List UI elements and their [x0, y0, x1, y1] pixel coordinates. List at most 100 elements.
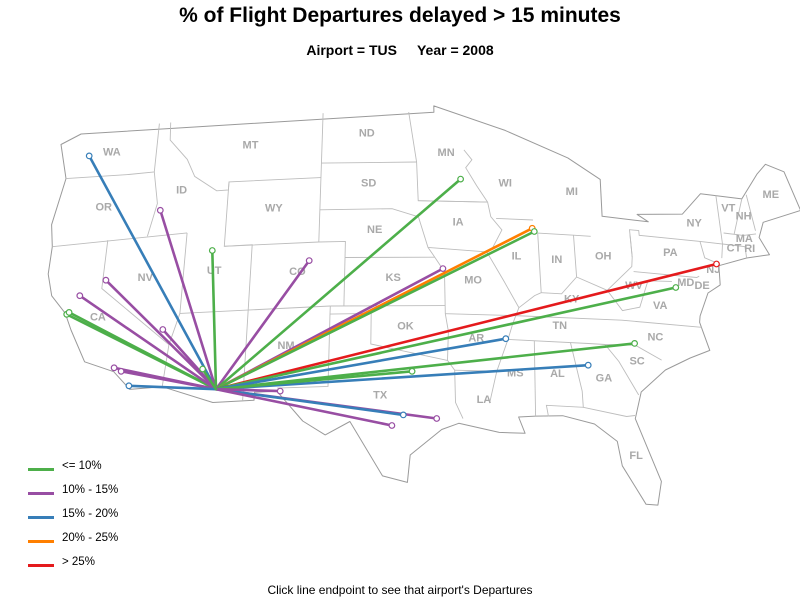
route-endpoint-21[interactable] [502, 335, 510, 343]
state-label-nv: NV [138, 272, 154, 284]
route-line-25 [214, 387, 394, 427]
route-endpoint-19[interactable] [631, 340, 638, 347]
state-border-41 [723, 232, 757, 236]
state-label-mo: MO [464, 275, 482, 287]
legend-label-20-25: 20% - 25% [62, 532, 119, 544]
route-endpoint-17[interactable] [713, 260, 720, 268]
state-border-3 [65, 171, 155, 180]
state-border-25 [496, 217, 534, 221]
legend-swatch-10-15 [28, 492, 54, 495]
state-label-ny: NY [687, 218, 703, 230]
state-label-id: ID [176, 184, 187, 196]
route-endpoint-7[interactable] [159, 326, 167, 333]
route-endpoint-16[interactable] [530, 228, 538, 235]
route-endpoint-9[interactable] [117, 367, 125, 375]
state-label-oh: OH [595, 251, 612, 263]
state-border-24 [463, 149, 488, 203]
legend-label-10-15: 10% - 15% [62, 484, 119, 496]
route-endpoint-6[interactable] [102, 276, 110, 284]
footer-note: Click line endpoint to see that airport'… [267, 583, 533, 597]
state-border-12 [319, 208, 419, 218]
state-label-il: IL [512, 250, 522, 262]
state-label-nc: NC [647, 332, 663, 344]
state-label-va: VA [653, 300, 668, 312]
state-border-20 [418, 200, 488, 203]
route-line-5 [78, 294, 218, 391]
state-label-sc: SC [629, 356, 644, 368]
route-line-7 [161, 328, 218, 391]
state-label-or: OR [95, 202, 112, 214]
state-border-11 [321, 161, 417, 164]
route-line-4 [67, 311, 218, 391]
route-endpoint-26[interactable] [276, 387, 284, 395]
route-endpoint-13[interactable] [457, 175, 465, 183]
state-border-43 [722, 243, 748, 259]
route-endpoint-12[interactable] [305, 257, 313, 265]
route-endpoint-5[interactable] [76, 292, 84, 300]
state-border-30 [512, 315, 702, 328]
route-line-16 [214, 230, 536, 391]
legend-swatch-le10 [28, 468, 54, 471]
route-endpoint-25[interactable] [388, 422, 396, 429]
state-border-34 [583, 406, 636, 417]
state-label-ma: MA [736, 233, 753, 245]
route-endpoint-2[interactable] [156, 206, 164, 214]
state-label-mt: MT [243, 140, 259, 152]
state-label-ri: RI [744, 243, 755, 255]
route-endpoint-18[interactable] [672, 284, 680, 291]
route-line-10 [127, 384, 218, 391]
airport-label: Airport = TUS [306, 42, 397, 58]
route-lines [65, 154, 718, 427]
state-label-tx: TX [373, 390, 388, 402]
route-line-9 [119, 369, 218, 391]
route-line-6 [104, 278, 218, 391]
route-line-18 [214, 286, 678, 391]
state-label-md: MD [677, 277, 694, 289]
chart-subtitle: Airport = TUS Year = 2008 [0, 42, 800, 58]
route-endpoint-14[interactable] [439, 265, 447, 273]
state-label-ok: OK [397, 320, 414, 332]
state-label-ks: KS [386, 272, 401, 284]
year-label: Year = 2008 [416, 42, 494, 58]
state-label-la: LA [477, 394, 492, 406]
route-endpoint-1[interactable] [85, 152, 93, 160]
route-endpoint-24[interactable] [399, 411, 407, 419]
state-border-44 [745, 194, 756, 231]
state-label-fl: FL [629, 450, 643, 462]
legend-label-le10: <= 10% [62, 460, 102, 472]
state-label-nd: ND [359, 127, 375, 139]
state-border-42 [733, 198, 743, 235]
state-label-tn: TN [552, 320, 567, 332]
state-label-wa: WA [103, 147, 121, 159]
route-endpoint-20[interactable] [584, 361, 592, 369]
route-line-26 [214, 387, 282, 393]
state-label-sd: SD [361, 177, 376, 189]
route-endpoint-11[interactable] [208, 247, 216, 254]
route-endpoints[interactable] [63, 152, 720, 429]
state-border-38 [606, 280, 672, 312]
route-line-20 [214, 363, 590, 391]
state-border-27 [541, 235, 578, 295]
route-line-12 [214, 259, 311, 391]
state-border-10 [318, 113, 346, 306]
state-border-2 [52, 232, 188, 248]
state-border-26 [518, 233, 542, 309]
state-label-ar: AR [468, 333, 484, 345]
route-endpoint-27[interactable] [199, 365, 207, 373]
legend-swatch-gt25 [28, 564, 54, 567]
state-label-ct: CT [727, 243, 742, 255]
route-endpoint-8[interactable] [110, 364, 118, 372]
state-border-19 [486, 202, 520, 404]
route-endpoint-22[interactable] [408, 367, 416, 375]
route-line-1 [87, 154, 218, 391]
route-endpoint-4[interactable] [65, 309, 73, 316]
state-label-in: IN [551, 254, 562, 266]
route-endpoint-10[interactable] [125, 382, 133, 390]
state-label-ut: UT [207, 265, 222, 277]
route-endpoint-23[interactable] [433, 415, 441, 422]
route-line-2 [159, 209, 218, 391]
state-label-me: ME [763, 189, 780, 201]
state-border-18 [417, 216, 464, 419]
state-border-28 [537, 232, 591, 237]
